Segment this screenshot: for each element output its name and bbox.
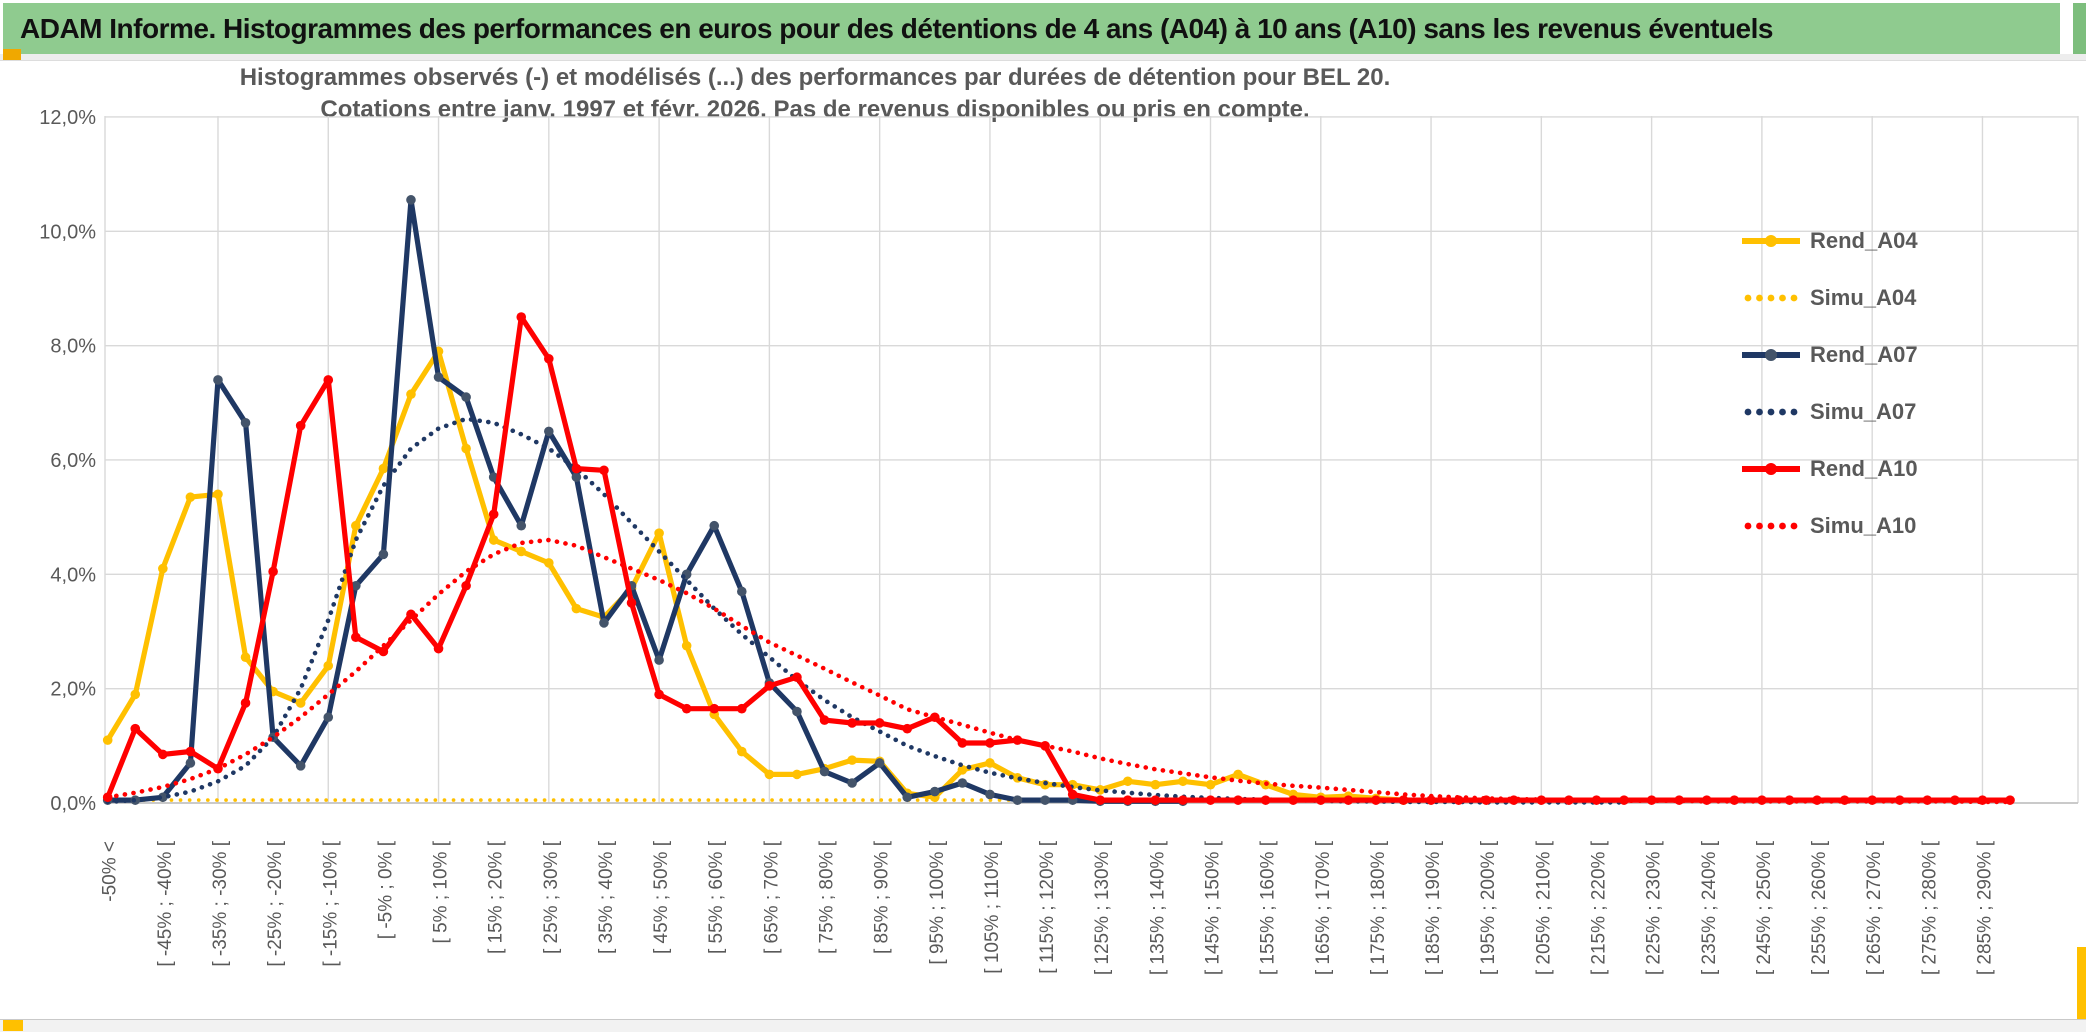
header-separator [0, 54, 2086, 61]
svg-text:[ 205% ; 210% [: [ 205% ; 210% [ [1533, 840, 1554, 975]
y-axis-labels: 0,0% 2,0% 4,0% 6,0% 8,0% 10,0% 12,0% [39, 107, 96, 815]
svg-text:[ 45% ; 50% [: [ 45% ; 50% [ [651, 840, 672, 954]
simu-a04-dotted-icon [1742, 291, 1800, 305]
svg-text:[ 165% ; 170% [: [ 165% ; 170% [ [1313, 840, 1334, 975]
series-Rend_A07 [102, 195, 1188, 807]
svg-text:10,0%: 10,0% [39, 221, 96, 243]
svg-text:[ -15% ; -10% [: [ -15% ; -10% [ [320, 840, 341, 966]
legend-item-simu-a10[interactable]: Simu_A10 [1742, 497, 1918, 554]
svg-text:[ 115% ; 120% [: [ 115% ; 120% [ [1037, 840, 1058, 973]
svg-text:[ -35% ; -30% [: [ -35% ; -30% [ [210, 840, 231, 966]
window-title-bar: ADAM Informe. Histogrammes des performan… [3, 3, 2060, 54]
svg-text:[ 245% ; 250% [: [ 245% ; 250% [ [1754, 840, 1775, 975]
svg-text:[ 5% ; 10% [: [ 5% ; 10% [ [431, 840, 452, 943]
simu-a07-dotted-icon [1742, 405, 1800, 419]
svg-text:[ 15% ; 20% [: [ 15% ; 20% [ [486, 840, 507, 954]
svg-text:[ 85% ; 90% [: [ 85% ; 90% [ [872, 840, 893, 954]
svg-text:[ 75% ; 80% [: [ 75% ; 80% [ [817, 840, 838, 954]
svg-text:8,0%: 8,0% [50, 336, 96, 358]
svg-text:[ 185% ; 190% [: [ 185% ; 190% [ [1423, 840, 1444, 975]
svg-text:[ 235% ; 240% [: [ 235% ; 240% [ [1699, 840, 1720, 975]
simu-a10-dotted-icon [1742, 519, 1800, 533]
svg-text:[ 35% ; 40% [: [ 35% ; 40% [ [596, 840, 617, 954]
svg-text:[ 125% ; 130% [: [ 125% ; 130% [ [1092, 840, 1113, 975]
svg-text:[ 25% ; 30% [: [ 25% ; 30% [ [541, 840, 562, 954]
svg-text:6,0%: 6,0% [50, 450, 96, 472]
series-Rend_A10 [102, 312, 2015, 805]
title-bar-corner [2073, 3, 2086, 54]
x-axis-labels: -50% < [ -45% ; -40% [ [ -35% ; -30% [ [ -2… [100, 840, 1996, 975]
svg-text:[ -25% ; -20% [: [ -25% ; -20% [ [265, 840, 286, 966]
chart-title-line2: Cotations entre janv. 1997 et févr. 2026… [320, 96, 1310, 123]
svg-text:12,0%: 12,0% [39, 107, 96, 129]
svg-text:[ 95% ; 100% [: [ 95% ; 100% [ [927, 840, 948, 964]
legend-item-rend-a04[interactable]: Rend_A04 [1742, 212, 1918, 269]
legend-item-rend-a07[interactable]: Rend_A07 [1742, 326, 1918, 383]
svg-text:[ 285% ; 290% [: [ 285% ; 290% [ [1974, 840, 1995, 975]
rend-a07-line-icon [1742, 348, 1800, 362]
svg-text:[ 215% ; 220% [: [ 215% ; 220% [ [1588, 840, 1609, 975]
svg-text:4,0%: 4,0% [50, 564, 96, 586]
svg-text:[ 65% ; 70% [: [ 65% ; 70% [ [761, 840, 782, 954]
series-Simu_A10 [105, 537, 2013, 805]
legend-label: Simu_A07 [1810, 398, 1917, 424]
series-Rend_A04 [102, 346, 1409, 805]
svg-text:[ 275% ; 280% [: [ 275% ; 280% [ [1919, 840, 1940, 975]
bottom-left-accent [3, 1020, 23, 1031]
svg-text:0,0%: 0,0% [50, 793, 96, 815]
right-edge-accent [2077, 947, 2086, 1019]
svg-text:-50% <: -50% < [100, 841, 121, 902]
chart-legend: Rend_A04 Simu_A04 Rend_A07 Simu_A07 Rend… [1742, 212, 1918, 554]
legend-label: Rend_A10 [1810, 455, 1918, 481]
svg-text:[ 225% ; 230% [: [ 225% ; 230% [ [1644, 840, 1665, 975]
svg-text:[ -5% ; 0% [: [ -5% ; 0% [ [375, 840, 396, 939]
svg-text:[ 135% ; 140% [: [ 135% ; 140% [ [1147, 840, 1168, 975]
legend-label: Simu_A04 [1810, 284, 1917, 310]
svg-text:[ 55% ; 60% [: [ 55% ; 60% [ [706, 840, 727, 954]
svg-text:2,0%: 2,0% [50, 679, 96, 701]
legend-item-simu-a04[interactable]: Simu_A04 [1742, 269, 1918, 326]
chart-title: Histogrammes observés (-) et modélisés (… [200, 62, 1430, 126]
window-title: ADAM Informe. Histogrammes des performan… [20, 12, 1773, 44]
legend-label: Rend_A07 [1810, 341, 1918, 367]
rend-a04-line-icon [1742, 234, 1800, 248]
legend-item-rend-a10[interactable]: Rend_A10 [1742, 440, 1918, 497]
legend-label: Simu_A10 [1810, 512, 1917, 538]
chart-title-line1: Histogrammes observés (-) et modélisés (… [239, 64, 1391, 91]
svg-text:[ 145% ; 150% [: [ 145% ; 150% [ [1203, 840, 1224, 975]
rend-a10-line-icon [1742, 462, 1800, 476]
svg-text:[ 155% ; 160% [: [ 155% ; 160% [ [1258, 840, 1279, 975]
svg-text:[ 175% ; 180% [: [ 175% ; 180% [ [1368, 840, 1389, 975]
svg-text:[ -45% ; -40% [: [ -45% ; -40% [ [155, 840, 176, 966]
svg-text:[ 195% ; 200% [: [ 195% ; 200% [ [1478, 840, 1499, 975]
legend-item-simu-a07[interactable]: Simu_A07 [1742, 383, 1918, 440]
svg-text:[ 105% ; 110% [: [ 105% ; 110% [ [982, 840, 1003, 973]
svg-text:[ 255% ; 260% [: [ 255% ; 260% [ [1809, 840, 1830, 975]
legend-label: Rend_A04 [1810, 227, 1918, 253]
svg-text:[ 265% ; 270% [: [ 265% ; 270% [ [1864, 840, 1885, 975]
top-left-accent [3, 49, 21, 60]
bottom-scroll-strip[interactable] [0, 1019, 2086, 1032]
series-Simu_A07 [105, 416, 1627, 805]
